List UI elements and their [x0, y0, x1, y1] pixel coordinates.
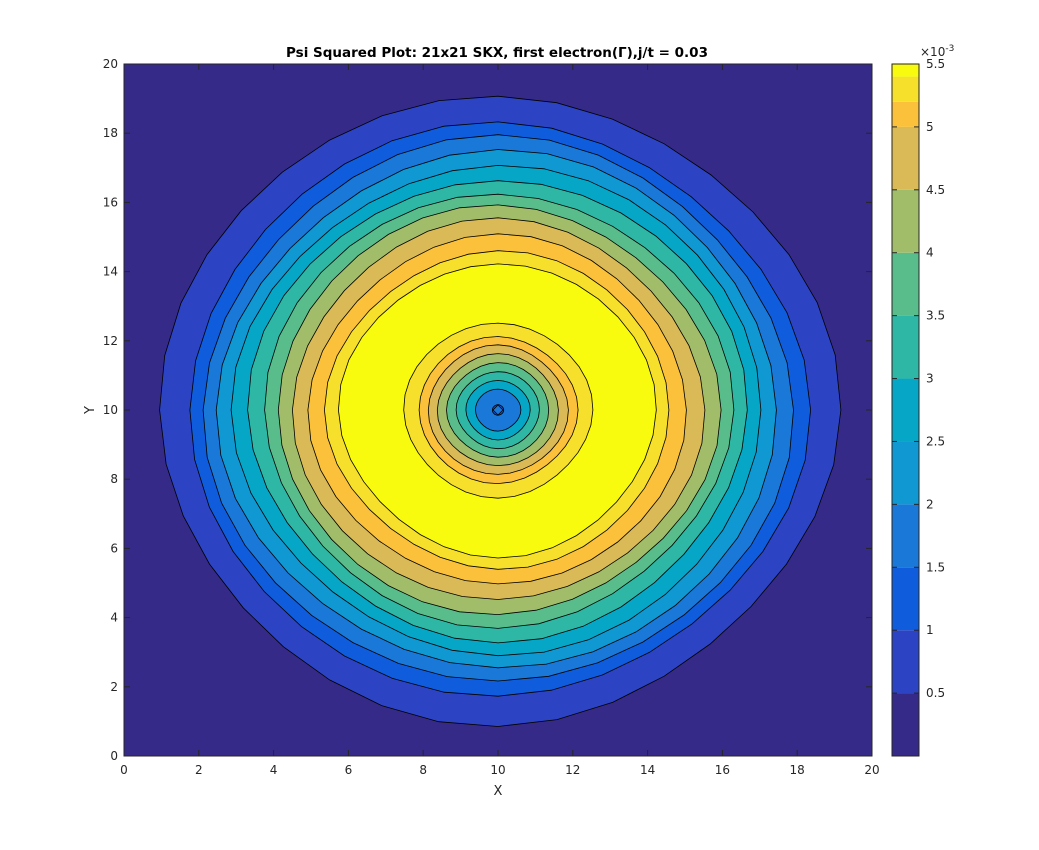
x-tick-label: 4 — [270, 763, 278, 777]
colorbar-exponent-base: ×10 — [920, 45, 945, 59]
y-tick-label: 16 — [103, 195, 118, 209]
y-axis-ticks: 0 2 4 6 8 10 12 14 16 18 20 — [103, 57, 872, 763]
colorbar-band — [892, 64, 919, 77]
x-tick-label: 8 — [419, 763, 427, 777]
y-tick-label: 6 — [110, 541, 118, 555]
y-tick-label: 0 — [110, 749, 118, 763]
y-axis-label: Y — [83, 406, 98, 415]
colorbar-band — [892, 76, 919, 102]
colorbar-exponent: ×10-3 — [920, 44, 954, 59]
y-tick-label: 18 — [103, 126, 118, 140]
colorbar-band — [892, 252, 919, 316]
y-tick-label: 14 — [103, 265, 118, 279]
colorbar-tick-label: 4.5 — [926, 183, 945, 197]
y-tick-label: 12 — [103, 334, 118, 348]
colorbar — [892, 64, 919, 756]
colorbar-tick-label: 2.5 — [926, 434, 945, 448]
x-tick-label: 10 — [490, 763, 505, 777]
x-axis-ticks: 0 2 4 6 8 10 12 14 16 18 20 — [120, 64, 880, 777]
chart-title: Psi Squared Plot: 21x21 SKX, first elect… — [286, 45, 708, 61]
colorbar-tick-label: 1 — [926, 623, 934, 637]
colorbar-band — [892, 378, 919, 442]
colorbar-band — [892, 101, 919, 127]
x-tick-label: 16 — [715, 763, 730, 777]
colorbar-band — [892, 693, 919, 756]
colorbar-tick-label: 3.5 — [926, 309, 945, 323]
colorbar-exponent-power: -3 — [945, 44, 954, 54]
x-tick-label: 20 — [864, 763, 879, 777]
x-tick-label: 14 — [640, 763, 655, 777]
x-axis-label: X — [494, 784, 503, 799]
colorbar-band — [892, 315, 919, 379]
y-tick-label: 8 — [110, 472, 118, 486]
colorbar-frame — [891, 63, 920, 757]
x-tick-label: 18 — [790, 763, 805, 777]
x-tick-label: 6 — [345, 763, 353, 777]
y-tick-label: 20 — [103, 57, 118, 71]
colorbar-band — [892, 441, 919, 505]
colorbar-ticks: 0.5 1 1.5 2 2.5 3 3.5 4 4.5 5 5.5 — [892, 57, 945, 700]
colorbar-band — [892, 504, 919, 568]
colorbar-band — [892, 567, 919, 631]
colorbar-band — [892, 630, 919, 694]
x-tick-label: 12 — [565, 763, 580, 777]
y-tick-label: 2 — [110, 680, 118, 694]
colorbar-tick-label: 0.5 — [926, 686, 945, 700]
colorbar-tick-label: 5.5 — [926, 57, 945, 71]
colorbar-tick-label: 1.5 — [926, 560, 945, 574]
y-tick-label: 10 — [103, 403, 118, 417]
colorbar-tick-label: 5 — [926, 120, 934, 134]
x-tick-label: 2 — [195, 763, 203, 777]
contour-fill-group — [124, 64, 872, 756]
colorbar-tick-label: 3 — [926, 372, 934, 386]
x-tick-label: 0 — [120, 763, 128, 777]
colorbar-band — [892, 189, 919, 253]
y-tick-label: 4 — [110, 611, 118, 625]
contour-peak-marker — [492, 404, 504, 416]
colorbar-band — [892, 126, 919, 190]
colorbar-tick-label: 4 — [926, 246, 934, 260]
colorbar-tick-label: 2 — [926, 497, 934, 511]
